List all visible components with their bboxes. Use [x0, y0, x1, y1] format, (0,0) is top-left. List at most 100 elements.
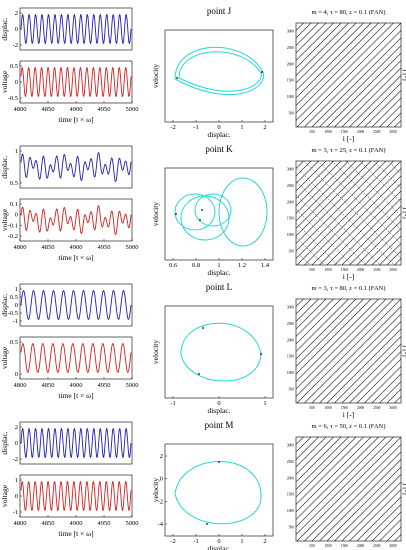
phase-xlabel: displac. — [207, 130, 230, 139]
rp-ytick-label: 1500 — [287, 79, 294, 83]
voltage-xtick-label: 5000 — [126, 106, 139, 113]
rp-xtick-label: 3000 — [389, 406, 396, 410]
rp-xtick-label: 1500 — [341, 130, 348, 134]
rp-diagonal-line — [364, 228, 401, 265]
phase-axes-frame — [164, 305, 274, 399]
rp-diagonal-line — [304, 444, 401, 541]
displacement-ytick-label: 0.5 — [10, 294, 18, 301]
rp-ylabel: j [-] — [402, 206, 406, 218]
rp-diagonal-line — [334, 336, 401, 403]
displacement-signal-line — [20, 152, 132, 182]
rp-diagonal-line — [326, 328, 401, 403]
phase-ylabel: velocity — [151, 340, 160, 364]
rp-xtick-label: 2000 — [357, 268, 364, 272]
phase-xtick-label: -2 — [170, 124, 175, 131]
voltage-ytick-label: -0.5 — [8, 95, 18, 102]
rp-ytick-label: 2500 — [287, 460, 294, 464]
rp-diagonal-line — [296, 161, 342, 207]
phase-ytick-label: 0 — [160, 476, 163, 483]
rp-ytick-label: 2500 — [287, 322, 294, 326]
rp-diagonal-line — [356, 220, 401, 265]
phase-orbit-outer — [174, 46, 265, 96]
rp-diagonal-line — [356, 358, 401, 403]
rp-diagonal-line — [296, 23, 364, 91]
time-xlabel: time [t × ω] — [58, 253, 93, 262]
rp-xlabel: i [-] — [343, 410, 354, 419]
voltage-xtick-label: 4900 — [70, 382, 83, 389]
phase-ylabel: velocity — [151, 478, 160, 502]
rp-xtick-label: 2500 — [373, 406, 380, 410]
rp-diagonal-line — [379, 381, 401, 403]
rp-lines — [296, 299, 401, 403]
voltage-ytick-label: 0.5 — [10, 63, 18, 70]
rp-ytick-label: 3000 — [287, 306, 294, 310]
phase-xlabel: displac. — [207, 406, 230, 415]
rp-xtick-label: 500 — [309, 544, 315, 548]
rp-diagonal-line — [296, 437, 319, 460]
rp-diagonal-line — [334, 474, 401, 541]
rp-diagonal-line — [304, 30, 401, 127]
rp-ylabel: j [-] — [402, 68, 406, 80]
time-xlabel: time [t × ω] — [58, 391, 93, 400]
rp-diagonal-line — [296, 23, 379, 106]
rp-diagonal-line — [371, 97, 401, 127]
rp-xtick-label: 3000 — [389, 130, 396, 134]
phase-xtick-label: 0 — [217, 400, 220, 407]
phase-orbit — [174, 461, 262, 525]
rp-diagonal-line — [296, 23, 327, 54]
rp-diagonal-line — [296, 23, 349, 76]
rp-diagonal-line — [296, 299, 364, 367]
phase-orbit-loop — [218, 177, 268, 247]
voltage-signal-line — [20, 480, 132, 512]
rp-xtick-label: 500 — [309, 130, 315, 134]
rp-diagonal-line — [311, 313, 401, 403]
phase-axes-frame — [164, 443, 274, 537]
displacement-signal-line — [20, 13, 132, 45]
rp-ytick-label: 2500 — [287, 184, 294, 188]
phase-xtick-label: 2 — [263, 124, 266, 131]
rp-diagonal-line — [341, 67, 401, 127]
rp-diagonal-line — [341, 481, 401, 541]
phase-xtick-label: -1 — [193, 538, 198, 545]
rp-diagonal-line — [326, 466, 401, 541]
rp-ytick-label: 2000 — [287, 476, 294, 480]
phase-ylabel: velocity — [151, 64, 160, 88]
rp-xtick-label: 1500 — [341, 406, 348, 410]
phase-ytick-label: -4 — [158, 521, 164, 528]
poincare-point — [261, 71, 263, 73]
rp-diagonal-line — [296, 23, 394, 121]
rp-diagonal-line — [319, 459, 401, 541]
rp-diagonal-line — [296, 437, 372, 513]
displacement-ytick-label: -1 — [13, 318, 18, 325]
phase-xtick-label: 1 — [263, 400, 266, 407]
rp-diagonal-line — [296, 437, 334, 475]
rp-ytick-label: 500 — [289, 388, 295, 392]
displacement-ytick-label: 0 — [15, 302, 18, 309]
rp-diagonal-line — [341, 205, 401, 265]
rp-ytick-label: 500 — [289, 526, 295, 530]
voltage-xtick-label: 4950 — [98, 382, 111, 389]
rp-ylabel: j [-] — [402, 344, 406, 356]
voltage-xtick-label: 4850 — [42, 520, 55, 527]
rp-diagonal-line — [364, 90, 401, 127]
phase-xtick-label: -1 — [193, 124, 198, 131]
rp-lines — [296, 161, 401, 265]
rp-title: m = 4, τ = 80, ε = 0.1 (FAN) — [312, 9, 386, 16]
voltage-xtick-label: 4900 — [70, 106, 83, 113]
rp-xtick-label: 2000 — [357, 544, 364, 548]
rp-lines — [296, 23, 401, 127]
rp-diagonal-line — [296, 23, 334, 61]
phase-xtick-label: 0.8 — [192, 262, 200, 269]
rp-xtick-label: 1000 — [325, 268, 332, 272]
rp-diagonal-line — [296, 299, 327, 330]
rp-diagonal-line — [296, 161, 387, 252]
rp-diagonal-line — [296, 161, 319, 184]
rp-diagonal-line — [349, 489, 401, 541]
rp-ytick-label: 1500 — [287, 493, 294, 497]
voltage-ytick-label: 0 — [15, 493, 18, 500]
rp-cross-line — [331, 161, 401, 231]
voltage-signal-line — [20, 66, 132, 98]
time-xlabel: time [t × ω] — [58, 115, 93, 124]
rp-ylabel: j [-] — [402, 482, 406, 494]
